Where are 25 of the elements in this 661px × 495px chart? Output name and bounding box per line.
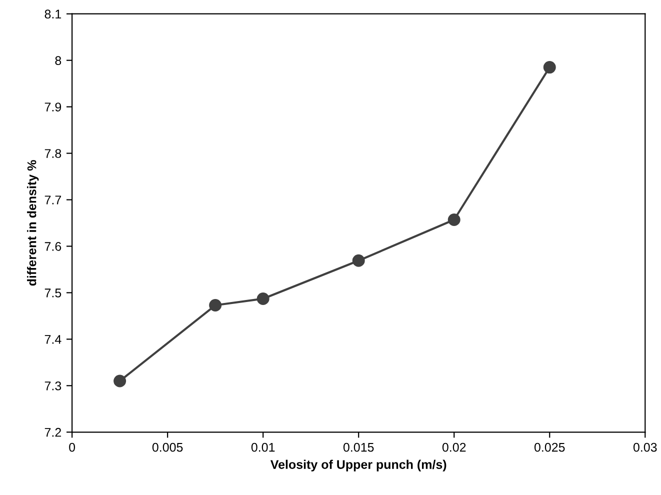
x-tick-label: 0.025 bbox=[534, 442, 565, 452]
y-tick-label: 7.6 bbox=[44, 242, 62, 251]
y-tick-label: 8.1 bbox=[44, 10, 62, 19]
y-tick-label: 8 bbox=[55, 56, 62, 65]
y-tick-label: 7.9 bbox=[44, 102, 62, 112]
y-tick-label: 7.7 bbox=[44, 196, 62, 204]
point bbox=[352, 254, 365, 267]
y-tick-label: 7.3 bbox=[44, 381, 62, 390]
x-tick-label: 0.015 bbox=[343, 442, 374, 452]
point bbox=[448, 213, 460, 226]
y-axis-title: different in density % bbox=[27, 160, 39, 286]
x-tick-label: 0.02 bbox=[442, 442, 466, 452]
y-tick-label: 7.2 bbox=[44, 428, 62, 437]
point bbox=[114, 374, 126, 388]
y-tick-label: 7.8 bbox=[44, 149, 62, 158]
x-tick-label: 0 bbox=[69, 442, 76, 452]
x-tick-label: 0.03 bbox=[633, 442, 657, 452]
x-axis-title: Velosity of Upper punch (m/s) bbox=[270, 460, 446, 472]
x-tick-label: 0.01 bbox=[251, 442, 275, 452]
point bbox=[256, 292, 270, 305]
x-tick-label: 0.005 bbox=[152, 442, 183, 452]
y-tick-label: 7.4 bbox=[44, 335, 62, 344]
point bbox=[543, 61, 556, 74]
y-tick-label: 7.5 bbox=[44, 288, 62, 298]
point bbox=[209, 299, 222, 312]
